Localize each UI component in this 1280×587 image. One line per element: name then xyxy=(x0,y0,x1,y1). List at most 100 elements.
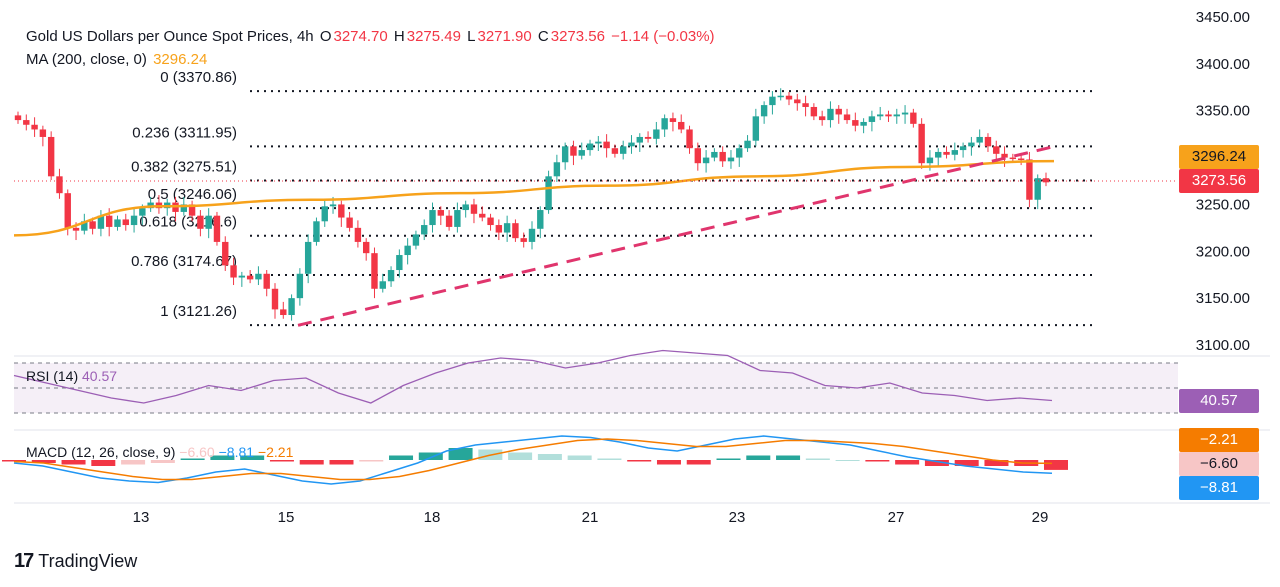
candle-body xyxy=(321,206,328,222)
candle-body xyxy=(669,118,677,122)
ma-legend: MA (200, close, 0) 3296.24 xyxy=(26,51,209,68)
time-tick-label: 13 xyxy=(133,509,150,526)
candle-body xyxy=(346,217,353,228)
macd-hist-bar xyxy=(269,460,294,462)
candle-body xyxy=(445,215,453,227)
candle-body xyxy=(288,298,295,316)
candle-body xyxy=(230,265,237,278)
price-tick-label: 3350.00 xyxy=(1196,103,1250,120)
candle-body xyxy=(570,146,577,156)
macd-hist-bar xyxy=(835,460,860,461)
candle-body xyxy=(329,204,337,207)
price-tick-label: 3450.00 xyxy=(1196,9,1250,26)
ma200-line xyxy=(13,159,1055,237)
candle-body xyxy=(553,162,561,177)
fib-label: 1 (3121.26) xyxy=(160,303,237,320)
candle-body xyxy=(827,108,834,121)
fib-label: 0.236 (3311.95) xyxy=(132,124,237,141)
macd-hist-bar xyxy=(91,460,116,466)
candle-body xyxy=(951,150,959,155)
candle-body xyxy=(694,148,702,164)
candle-body xyxy=(561,146,569,163)
candle-body xyxy=(387,270,395,282)
candle-body xyxy=(23,120,30,125)
macd-hist-bar xyxy=(418,452,443,460)
candle-body xyxy=(893,114,900,117)
candle-body xyxy=(736,148,743,158)
candle-body xyxy=(205,215,212,229)
candle-body xyxy=(1042,178,1050,183)
candle-body xyxy=(122,219,129,226)
close-label: C xyxy=(537,28,549,45)
candle-body xyxy=(503,223,511,233)
rsi-badge: 40.57 xyxy=(1179,389,1259,413)
low-value: 3271.90 xyxy=(477,28,532,45)
candle-body xyxy=(760,105,768,117)
candle-body xyxy=(752,116,760,141)
candle-body xyxy=(89,221,96,229)
fib-label: 0.382 (3275.51) xyxy=(131,159,237,176)
candle-body xyxy=(860,121,867,126)
candle-body xyxy=(313,221,320,242)
ma-price-badge: 3296.24 xyxy=(1179,145,1259,169)
candle-body xyxy=(512,223,519,239)
candle-body xyxy=(926,157,934,164)
open-label: O xyxy=(319,28,332,45)
candle-body xyxy=(354,227,362,242)
macd-hist-bar xyxy=(508,452,533,460)
candle-body xyxy=(935,151,942,158)
candle-body xyxy=(711,151,718,158)
time-axis: 13 15 18 21 23 27 29 xyxy=(133,509,1049,526)
candle-body xyxy=(404,245,411,256)
rsi-label: RSI (14) xyxy=(26,368,79,384)
candle-body xyxy=(984,136,992,147)
candle-body xyxy=(81,221,88,231)
candle-body xyxy=(868,116,876,122)
macd-signal-value: −2.21 xyxy=(257,444,294,460)
candle-body xyxy=(968,142,975,147)
candle-body xyxy=(114,219,121,227)
macd-hist-bar xyxy=(984,460,1009,466)
candle-body xyxy=(943,151,950,155)
candle-body xyxy=(255,273,262,280)
macd-hist-value: −6.60 xyxy=(179,444,215,460)
candle-body xyxy=(396,255,403,271)
candle-body xyxy=(39,129,47,137)
tradingview-logo[interactable]: 17 TradingView xyxy=(14,550,137,573)
candle-body xyxy=(976,136,983,143)
ma-label: MA (200, close, 0) xyxy=(26,51,147,68)
macd-line xyxy=(13,435,1053,485)
macd-hist-bar xyxy=(746,455,771,460)
candle-body xyxy=(421,225,428,235)
price-axis: 3100.003150.003200.003250.003300.003350.… xyxy=(1196,9,1250,354)
candle-body xyxy=(139,208,146,216)
macd-label: MACD (12, 26, close, 9) xyxy=(26,444,176,460)
price-tick-label: 3150.00 xyxy=(1196,290,1250,307)
candle-body xyxy=(586,143,594,151)
time-tick-label: 15 xyxy=(278,509,295,526)
candle-body xyxy=(1009,157,1017,160)
close-value: 3273.56 xyxy=(550,28,605,45)
candle-body xyxy=(470,204,478,214)
candle-body xyxy=(130,215,138,226)
macd-hist-bar xyxy=(61,460,86,465)
macd-hist-bar xyxy=(865,460,890,462)
candle-body xyxy=(794,99,801,104)
candle-body xyxy=(528,228,536,242)
macd-hist-bar xyxy=(597,458,622,460)
rsi-band xyxy=(14,363,1178,413)
macd-hist-bar xyxy=(924,460,949,466)
candle-body xyxy=(661,118,668,130)
candle-body xyxy=(802,103,809,107)
macd-hist-bar xyxy=(240,455,265,460)
macd-hist-bar xyxy=(537,454,562,460)
candle-body xyxy=(910,112,917,124)
fib-label: 0 (3370.86) xyxy=(160,69,237,86)
candle-body xyxy=(818,116,826,121)
candle-body xyxy=(479,213,486,218)
logo-mark: 17 xyxy=(14,550,34,572)
candle-body xyxy=(628,142,635,147)
candle-body xyxy=(636,136,643,143)
macd-hist-bar xyxy=(567,455,592,460)
